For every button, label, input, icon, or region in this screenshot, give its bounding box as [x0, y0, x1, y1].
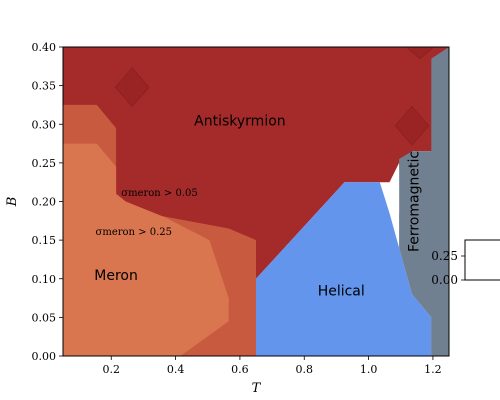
x-tick-label: 0.6: [231, 363, 249, 376]
label-ferromagnetic: Ferromagnetic: [406, 151, 422, 252]
x-tick-label: 0.2: [103, 363, 121, 376]
y-tick-label: 0.30: [32, 118, 57, 131]
phase-labels: Antiskyrmion Meron Helical Ferromagnetic: [94, 113, 422, 299]
region-band-5: [389, 162, 400, 214]
diamond-marker-1: [394, 105, 430, 146]
diamond-marker-0: [114, 67, 150, 108]
y-tick-label: 0.05: [32, 311, 57, 324]
label-meron: Meron: [94, 268, 138, 284]
x-tick-label: 1.0: [360, 363, 378, 376]
colorbar-tick-label: 0.25: [431, 249, 458, 263]
label-helical: Helical: [318, 283, 365, 299]
y-tick-label: 0.10: [32, 273, 57, 286]
diamond-marker-2: [405, 47, 435, 60]
x-tick-label: 1.2: [424, 363, 442, 376]
y-tick-label: 0.00: [32, 350, 57, 363]
x-tick-label: 0.8: [296, 363, 314, 376]
x-axis: 0.2 0.4 0.6 0.8 1.0 1.2: [103, 356, 442, 376]
colorbar-tick-label: 0.00: [431, 273, 458, 287]
y-tick-label: 0.35: [32, 80, 57, 93]
y-tick-label: 0.25: [32, 157, 57, 170]
y-axis: 0.00 0.05 0.10 0.15 0.20 0.25 0.30 0.35 0.40: [32, 41, 63, 363]
threshold-annotation-1: σmeron > 0.25: [96, 227, 172, 238]
plot-area: [63, 47, 449, 356]
y-tick-label: 0.20: [32, 196, 57, 209]
y-tick-label: 0.15: [32, 234, 57, 247]
y-axis-label: B: [5, 197, 20, 208]
colorbar: 0.25 0.00: [431, 239, 500, 287]
x-axis-label: T: [252, 381, 262, 396]
y-tick-label: 0.40: [32, 41, 57, 54]
threshold-annotations: σmeron > 0.05 σmeron > 0.25: [96, 188, 198, 238]
region-meron: [63, 143, 229, 356]
region-ferromagnetic: [399, 47, 449, 356]
colorbar-box: [464, 239, 500, 281]
threshold-annotation-0: σmeron > 0.05: [121, 188, 197, 199]
x-tick-label: 0.4: [167, 363, 185, 376]
label-antiskyrmion: Antiskyrmion: [194, 113, 286, 129]
region-helical: [256, 182, 432, 356]
diamond-markers: [114, 47, 435, 146]
